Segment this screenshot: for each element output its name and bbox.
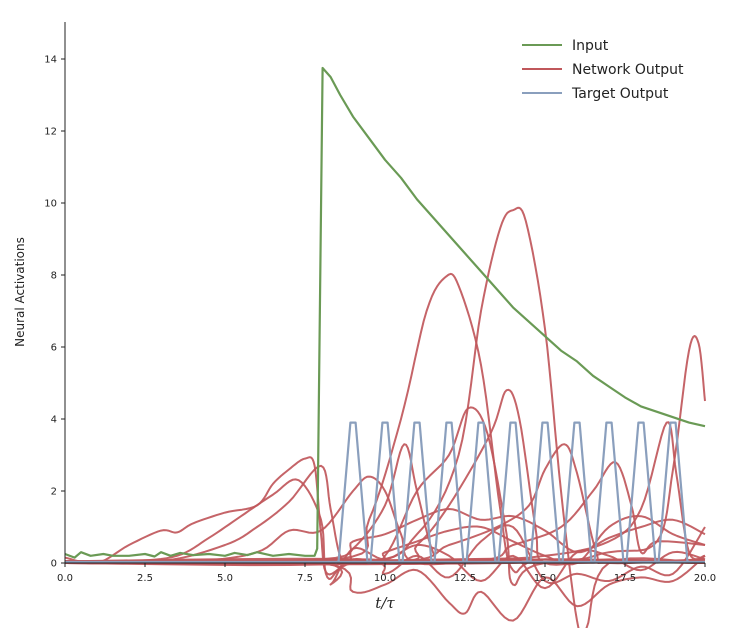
x-tick-label: 15.0 (534, 573, 556, 584)
y-tick-group: 0 2 4 6 8 10 12 14 (44, 55, 65, 570)
y-tick-label: 2 (51, 487, 57, 498)
x-tick-label: 12.5 (454, 573, 476, 584)
x-tick-label: 10.0 (374, 573, 396, 584)
x-tick-label: 20.0 (694, 573, 716, 584)
y-tick-label: 4 (51, 415, 57, 426)
x-tick-label: 5.0 (217, 573, 233, 584)
y-tick-label: 12 (44, 127, 57, 138)
x-axis-label: t/τ (375, 594, 395, 612)
legend-label-network-output: Network Output (572, 62, 684, 78)
network-output-line-4 (65, 475, 706, 566)
input-line (65, 66, 706, 559)
x-tick-label: 7.5 (297, 573, 313, 584)
legend: Input Network Output Target Output (522, 38, 684, 102)
legend-label-target-output: Target Output (571, 86, 669, 102)
network-output-line-16 (65, 508, 706, 563)
network-output-line-8 (65, 206, 706, 628)
network-output-line-14 (65, 544, 706, 590)
x-tick-group: 0.0 2.5 5.0 7.5 10.0 12.5 15.0 17.5 20.0 (57, 563, 716, 584)
network-output-line-3 (65, 464, 706, 565)
y-tick-label: 14 (44, 55, 57, 66)
network-output-line-9 (65, 388, 706, 566)
y-tick-label: 0 (51, 559, 57, 570)
network-output-line-6 (65, 272, 706, 574)
x-tick-label: 2.5 (137, 573, 153, 584)
x-tick-label: 0.0 (57, 573, 73, 584)
network-output-line-15 (65, 555, 706, 622)
x-tick-label: 17.5 (614, 573, 636, 584)
legend-label-input: Input (572, 38, 609, 54)
network-output-line-18 (65, 524, 706, 585)
y-axis-label: Neural Activations (13, 237, 27, 347)
network-output-line-5 (65, 443, 706, 566)
series-layer (65, 66, 706, 628)
y-tick-label: 6 (51, 343, 57, 354)
y-tick-label: 8 (51, 271, 57, 282)
network-output-line-17 (65, 515, 706, 566)
y-tick-label: 10 (44, 199, 57, 210)
